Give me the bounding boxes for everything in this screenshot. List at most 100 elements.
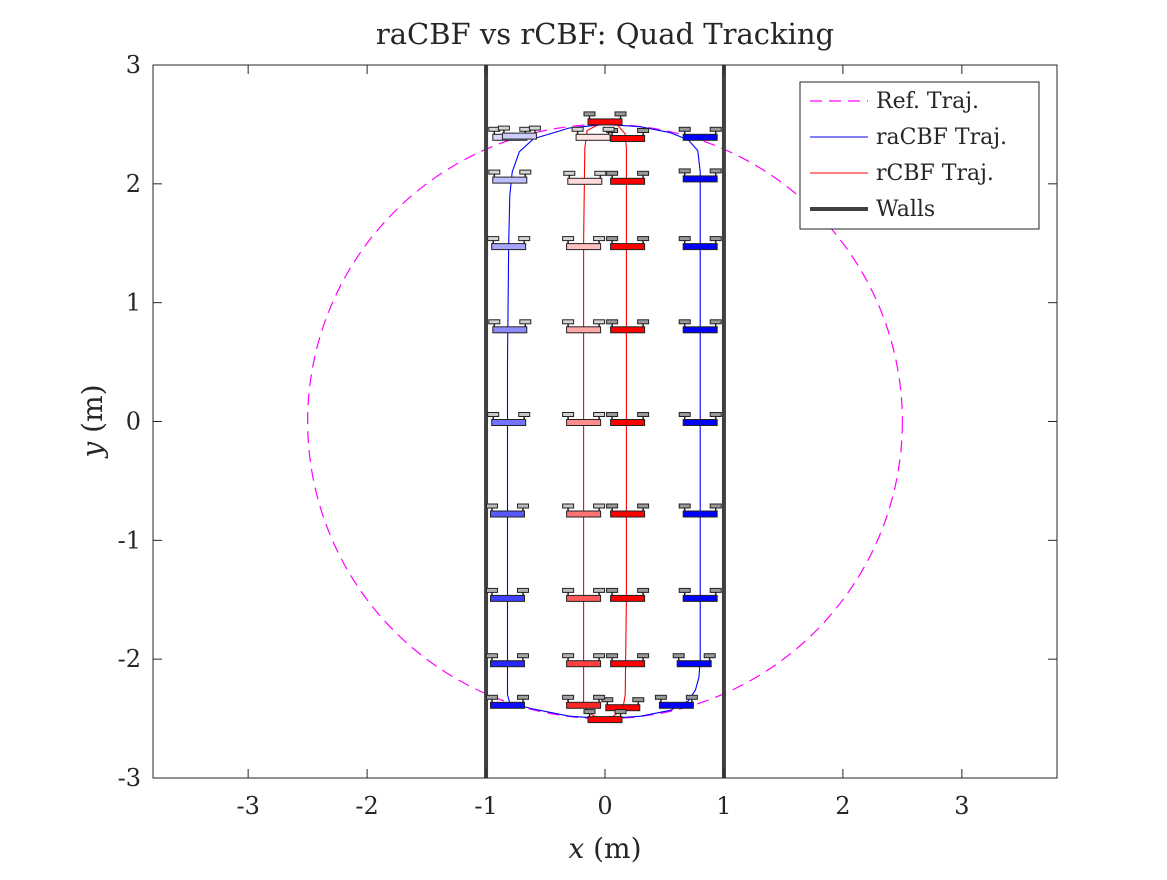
legend: Ref. Traj. raCBF Traj. rCBF Traj. Walls <box>799 81 1040 230</box>
racbf-quad-12-rotor-left <box>488 169 501 175</box>
rcbf-quad-3-rotor-left <box>606 170 619 176</box>
rcbf-quad-15-body <box>566 326 602 334</box>
rcbf-quad-20 <box>562 694 606 709</box>
racbf-quad-17-rotor-right <box>517 587 529 593</box>
racbf-quad-19-body <box>490 701 525 709</box>
rcbf-quad-11-rotor-left <box>583 709 596 715</box>
racbf-quad-9-body <box>658 701 694 709</box>
rcbf-quad-16-rotor-right <box>593 412 606 417</box>
rcbf-quad-1 <box>583 111 627 126</box>
rcbf-quad-19-body <box>566 660 602 668</box>
racbf-quad-6 <box>678 503 722 518</box>
rcbf-quad-9 <box>606 653 650 668</box>
racbf-quad-9-rotor-left <box>654 694 667 700</box>
y-tick-label: 3 <box>126 51 141 79</box>
racbf-quad-15 <box>487 412 531 426</box>
legend-box <box>799 81 1040 230</box>
rcbf-quad-17-rotor-right <box>593 503 606 509</box>
rcbf-quad-4-body <box>610 243 646 251</box>
rcbf-quad-13-rotor-right <box>594 170 607 176</box>
rcbf-quad-9-body <box>610 660 646 668</box>
racbf-quad-13-rotor-right <box>518 236 531 242</box>
rcbf-quad-12-rotor-right <box>602 126 615 132</box>
racbf-quad-6-rotor-left <box>678 503 691 509</box>
rcbf-quad-3-body <box>610 177 646 185</box>
rcbf-quad-5-rotor-left <box>606 319 619 325</box>
rcbf-quad-14 <box>562 236 606 251</box>
racbf-quad-8-body <box>676 660 712 668</box>
rcbf-quad-4-rotor-right <box>637 236 650 242</box>
racbf-quad-7-body <box>682 594 718 602</box>
rcbf-quad-13-body <box>567 177 603 185</box>
racbf-quad-2-rotor-left <box>678 168 691 174</box>
legend-label-racbf-traj: raCBF Traj. <box>876 125 1007 150</box>
rcbf-quad-19 <box>562 653 606 668</box>
legend-label-ref-traj: Ref. Traj. <box>876 89 979 114</box>
racbf-quad-1-rotor-left <box>678 126 691 132</box>
x-tick-label: -3 <box>236 792 259 820</box>
racbf-quad-15-body <box>491 419 527 426</box>
x-tick-label: 2 <box>835 792 850 820</box>
racbf-quad-13 <box>487 236 531 251</box>
rcbf-quad-16-rotor-left <box>562 412 575 417</box>
racbf-quad-13-rotor-left <box>487 236 500 242</box>
racbf-quad-1 <box>678 126 722 141</box>
rcbf-quad-11-body <box>587 716 623 724</box>
racbf-quad-19-rotor-left <box>486 694 498 700</box>
racbf-quad-15-rotor-right <box>518 412 531 417</box>
rcbf-quad-7-body <box>610 510 646 518</box>
racbf-quad-9 <box>654 694 698 709</box>
racbf-quad-2 <box>678 168 722 183</box>
y-tick-label: 1 <box>126 289 141 317</box>
rcbf-quad-5 <box>606 319 650 334</box>
racbf-quad-17 <box>486 587 529 602</box>
racbf-quad-7-rotor-left <box>678 587 691 593</box>
legend-label-rcbf-traj: rCBF Traj. <box>876 161 994 186</box>
rcbf-quad-20-body <box>566 701 602 709</box>
rcbf-quad-6-body <box>610 419 646 426</box>
rcbf-quad-9-rotor-left <box>606 653 619 659</box>
x-tick-label: -1 <box>474 792 497 820</box>
racbf-quad-11-body <box>501 132 537 140</box>
rcbf-quad-13 <box>563 170 607 185</box>
y-tick-label: 0 <box>126 408 141 436</box>
racbf-quad-8-rotor-left <box>672 653 685 659</box>
rcbf-quad-1-rotor-right <box>614 111 627 117</box>
x-tick-label: 3 <box>954 792 969 820</box>
rcbf-quad-18-body <box>566 594 602 602</box>
rcbf-quad-20-rotor-left <box>562 694 575 700</box>
y-tick-label: -3 <box>118 764 141 792</box>
racbf-quad-11-rotor-right <box>528 125 541 131</box>
racbf-quad-18-body <box>490 660 525 668</box>
racbf-quad-19-rotor-right <box>517 694 529 700</box>
rcbf-quad-4 <box>606 236 650 251</box>
y-tick-label: -1 <box>118 526 141 554</box>
racbf-quad-18-rotor-left <box>486 653 498 659</box>
racbf-quad-12 <box>488 169 532 184</box>
rcbf-quad-16 <box>562 412 606 426</box>
racbf-quad-5-rotor-left <box>678 412 691 417</box>
racbf-quad-4-rotor-right <box>709 319 722 325</box>
rcbf-quad-1-rotor-left <box>583 111 596 117</box>
racbf-quad-4 <box>678 319 722 334</box>
racbf-quad-3-rotor-right <box>709 236 722 242</box>
rcbf-quad-7-rotor-left <box>606 503 619 509</box>
rcbf-quad-3 <box>606 170 650 185</box>
x-axis-var: x <box>568 832 584 865</box>
y-axis-label: y (m) <box>76 384 109 459</box>
rcbf-quad-18-rotor-right <box>593 587 606 593</box>
racbf-quad-17-rotor-left <box>486 587 498 593</box>
chart-title: raCBF vs rCBF: Quad Tracking <box>376 17 834 51</box>
racbf-quad-13-body <box>491 243 527 251</box>
rcbf-quad-9-rotor-right <box>637 653 650 659</box>
rcbf-quad-14-body <box>566 243 602 251</box>
rcbf-quad-14-rotor-right <box>593 236 606 242</box>
racbf-quad-11-rotor-left <box>497 125 510 131</box>
racbf-quad-3 <box>678 236 722 251</box>
y-tick-label: 2 <box>126 170 141 198</box>
rcbf-quad-3-rotor-right <box>637 170 650 176</box>
racbf-quad-2-body <box>682 175 718 183</box>
rcbf-quad-8-rotor-right <box>637 587 650 593</box>
racbf-quad-9-rotor-right <box>685 694 698 700</box>
